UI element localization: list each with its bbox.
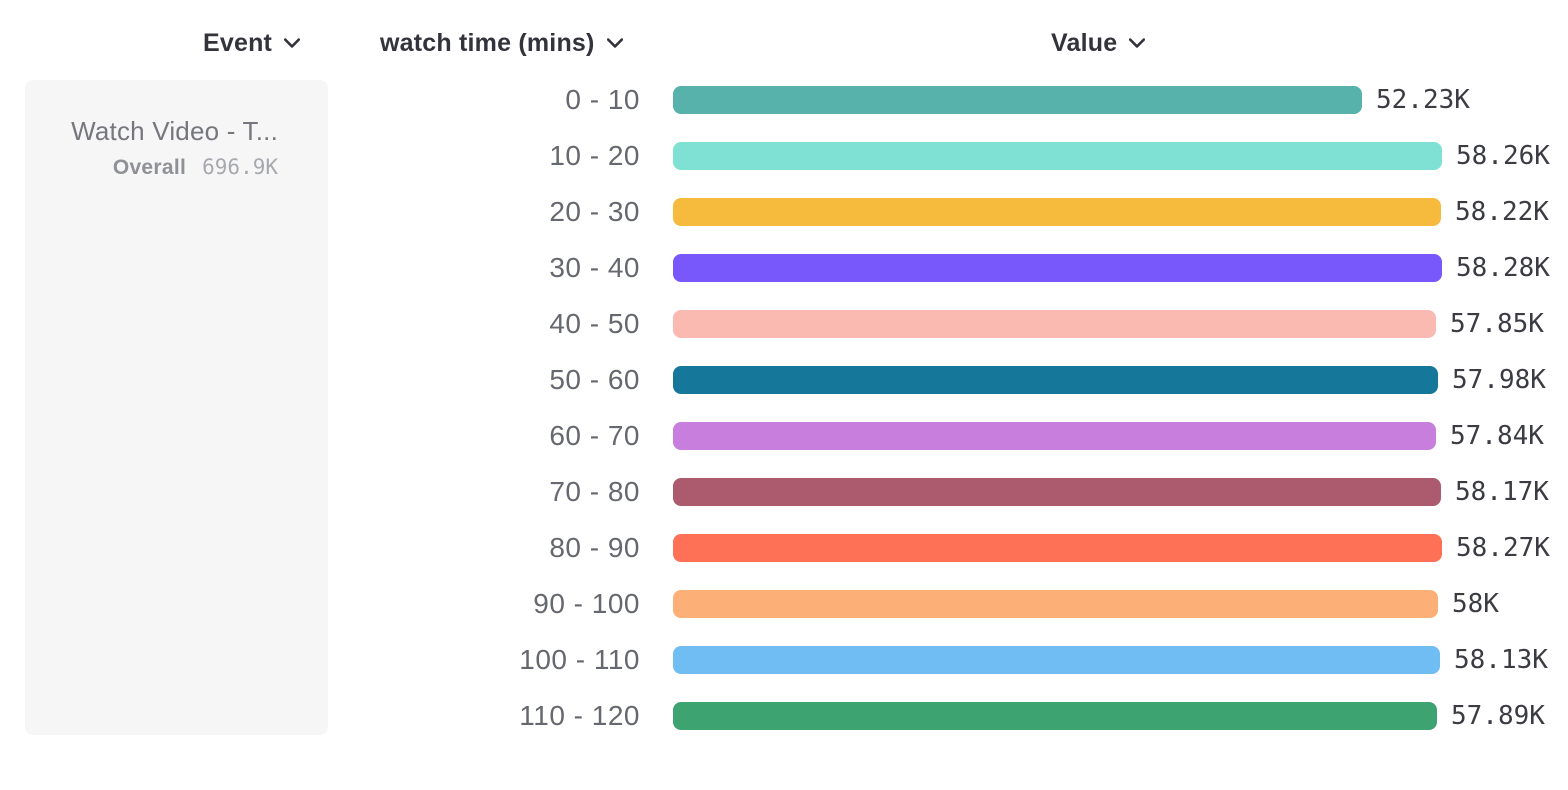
category-label: 10 - 20: [549, 140, 640, 171]
chart-row: 50 - 60 57.98K: [0, 352, 1568, 408]
value-label: 58K: [1452, 589, 1499, 619]
value-label: 58.28K: [1456, 253, 1550, 283]
category-label: 30 - 40: [549, 252, 640, 283]
value-label: 57.89K: [1451, 701, 1545, 731]
value-label: 58.13K: [1454, 645, 1548, 675]
category-label: 60 - 70: [549, 420, 640, 451]
bar[interactable]: [673, 366, 1438, 394]
value-label: 58.17K: [1455, 477, 1549, 507]
chart-row: 70 - 80 58.17K: [0, 464, 1568, 520]
chart-row: 40 - 50 57.85K: [0, 296, 1568, 352]
chart-row: 10 - 20 58.26K: [0, 128, 1568, 184]
legend-overall-label: Overall: [112, 156, 187, 179]
column-header-value-label: Value: [1051, 28, 1118, 57]
chart-row: 20 - 30 58.22K: [0, 184, 1568, 240]
chevron-down-icon: [1129, 38, 1146, 48]
bar[interactable]: [673, 254, 1442, 282]
chart-row: 30 - 40 58.28K: [0, 240, 1568, 296]
bar[interactable]: [673, 422, 1436, 450]
value-label: 57.98K: [1452, 365, 1546, 395]
value-label: 58.26K: [1456, 141, 1550, 171]
value-label: 57.84K: [1450, 421, 1544, 451]
chart-row: 110 - 120 57.89K: [0, 688, 1568, 744]
chart-row: 80 - 90 58.27K: [0, 520, 1568, 576]
legend-overall-row: Overall 696.9K: [25, 155, 278, 180]
category-label: 110 - 120: [519, 700, 640, 731]
bar[interactable]: [673, 198, 1441, 226]
bar[interactable]: [673, 646, 1440, 674]
chevron-down-icon: [284, 38, 301, 48]
chevron-down-icon: [606, 38, 623, 48]
bar[interactable]: [673, 702, 1437, 730]
legend-event-name: Watch Video - T...: [71, 116, 278, 146]
value-label: 57.85K: [1450, 309, 1544, 339]
chart-row: 0 - 10 52.23K: [0, 72, 1568, 128]
category-label: 90 - 100: [533, 588, 640, 619]
category-label: 0 - 10: [565, 84, 640, 115]
bar[interactable]: [673, 86, 1362, 114]
category-label: 80 - 90: [549, 532, 640, 563]
value-label: 52.23K: [1376, 85, 1470, 115]
column-header-event-label: Event: [203, 28, 273, 57]
value-label: 58.22K: [1455, 197, 1549, 227]
chart-row: 100 - 110 58.13K: [0, 632, 1568, 688]
category-label: 70 - 80: [549, 476, 640, 507]
column-header-breakdown-label: watch time (mins): [380, 28, 595, 57]
column-header-breakdown[interactable]: watch time (mins): [380, 26, 623, 60]
value-label: 58.27K: [1456, 533, 1550, 563]
category-label: 20 - 30: [549, 196, 640, 227]
category-label: 100 - 110: [519, 644, 640, 675]
legend-card[interactable]: Watch Video - T... Overall 696.9K: [25, 80, 328, 735]
category-label: 40 - 50: [549, 308, 640, 339]
bar[interactable]: [673, 590, 1438, 618]
bar[interactable]: [673, 534, 1442, 562]
bar[interactable]: [673, 142, 1442, 170]
bar[interactable]: [673, 478, 1441, 506]
chart-rows: 0 - 10 52.23K 10 - 20 58.26K 20 - 30 58.…: [0, 72, 1568, 744]
legend-overall-value: 696.9K: [202, 155, 278, 179]
chart-row: 60 - 70 57.84K: [0, 408, 1568, 464]
bar[interactable]: [673, 310, 1436, 338]
column-header-value[interactable]: Value: [1051, 26, 1146, 60]
column-header-event[interactable]: Event: [203, 26, 301, 60]
chart-row: 90 - 100 58K: [0, 576, 1568, 632]
category-label: 50 - 60: [549, 364, 640, 395]
